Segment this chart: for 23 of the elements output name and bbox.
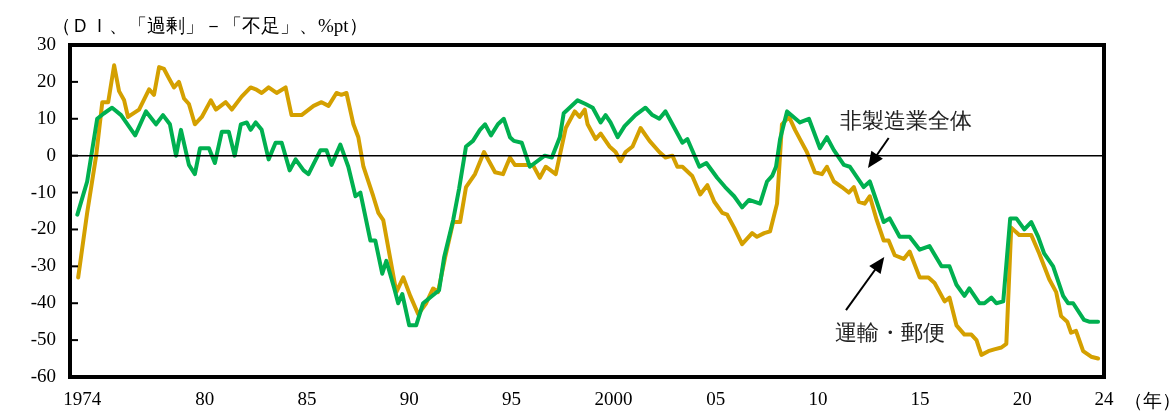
y-tick-label: -20 xyxy=(30,217,56,239)
y-tick-label: -50 xyxy=(30,328,56,350)
x-tick-label: 80 xyxy=(195,388,215,410)
x-tick-label: 1974 xyxy=(63,388,102,410)
x-tick-label: 24 xyxy=(1094,388,1114,410)
y-tick-label: -30 xyxy=(30,254,56,276)
x-tick-label: 05 xyxy=(706,388,726,410)
y-tick-label: -40 xyxy=(30,291,56,313)
x-tick-label: 20 xyxy=(1012,388,1032,410)
x-axis-title: （年） xyxy=(1124,390,1174,411)
x-tick-label: 15 xyxy=(910,388,930,410)
x-tick-label: 85 xyxy=(297,388,317,410)
x-tick-label: 90 xyxy=(399,388,419,410)
y-tick-label: 20 xyxy=(37,69,56,91)
y-tick-label: 0 xyxy=(46,143,56,165)
series-label: 運輸・郵便 xyxy=(835,320,946,346)
series-label: 非製造業全体 xyxy=(840,108,973,133)
x-tick-label: 95 xyxy=(501,388,521,410)
x-tick-label: 10 xyxy=(808,388,828,410)
y-tick-label: 10 xyxy=(37,106,56,128)
x-tick-label: 2000 xyxy=(594,388,633,410)
y-tick-label: -10 xyxy=(30,180,56,202)
y-tick-label: -60 xyxy=(30,364,56,386)
